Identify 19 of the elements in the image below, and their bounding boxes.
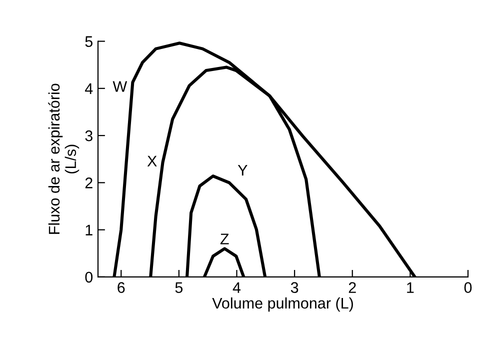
y-tick-label: 1 <box>86 224 92 236</box>
x-tick-label: 5 <box>175 282 183 294</box>
y-tick-label: 0 <box>85 272 93 283</box>
x-tick-label: 3 <box>290 282 298 294</box>
y-tick-label: 2 <box>85 178 92 188</box>
y-tick-label: 3 <box>85 130 92 142</box>
x-axis-title: Volume pulmonar (L) <box>212 297 353 312</box>
series-label: Y <box>238 164 248 176</box>
x-tick-label: 6 <box>118 282 125 294</box>
x-tick-label: 0 <box>464 282 472 294</box>
y-tick-label: 4 <box>84 83 93 94</box>
y-axis-title: Fluxo de ar expiratório (L/s) <box>48 84 80 234</box>
x-tick-label: 2 <box>348 282 356 293</box>
x-tick-label: 1 <box>407 282 414 293</box>
series-label: Z <box>220 234 229 244</box>
series-label: X <box>147 156 157 166</box>
x-tick-label: 4 <box>232 282 241 293</box>
y-tick-label: 5 <box>85 36 92 47</box>
series-label: W <box>112 81 128 92</box>
